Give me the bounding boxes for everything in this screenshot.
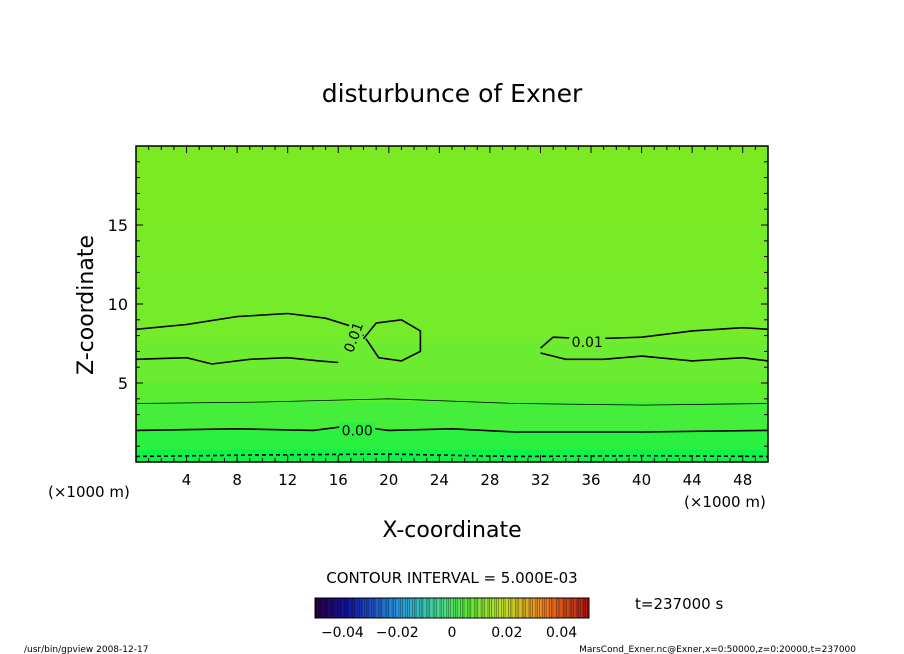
colorbar-tick-label-1: −0.02	[376, 625, 419, 641]
contour-label-1: 0.01	[572, 335, 603, 351]
contour-label-bg-1	[569, 333, 606, 350]
x-tick-label-24: 24	[430, 471, 449, 489]
contour-line-4	[540, 352, 769, 362]
x-tick-label-20: 20	[379, 471, 398, 489]
x-tick-label-48: 48	[733, 471, 752, 489]
contour-line-6	[135, 398, 769, 406]
x-unit-left: (×1000 m)	[48, 483, 130, 501]
x-unit-right: (×1000 m)	[684, 493, 766, 511]
x-tick-label-40: 40	[632, 471, 651, 489]
y-tick-label-10: 10	[108, 295, 128, 314]
footer-right: MarsCond_Exner.nc@Exner,x=0:50000,z=0:20…	[579, 645, 856, 654]
colorbar-tick-label-3: 0.02	[491, 625, 522, 641]
chart-title: disturbunce of Exner	[322, 79, 583, 108]
contour-line-7	[135, 453, 769, 458]
colorbar-tick-label-0: −0.04	[321, 625, 364, 641]
colorbar: −0.04 −0.02 0 0.02 0.04	[314, 597, 590, 641]
y-tick-label-5: 5	[118, 374, 128, 393]
y-tick-label-15: 15	[108, 216, 128, 235]
x-tick-label-8: 8	[232, 471, 242, 489]
footer-left: /usr/bin/gpview 2008-12-17	[24, 645, 148, 654]
x-tick-label-4: 4	[182, 471, 192, 489]
x-tick-label-16: 16	[329, 471, 348, 489]
contour-label-bg-2	[339, 422, 376, 439]
colorbar-frame	[314, 597, 590, 619]
time-label: t=237000 s	[635, 595, 723, 613]
x-tick-label-44: 44	[683, 471, 702, 489]
x-axis-label: X-coordinate	[382, 518, 521, 543]
x-tick-label-28: 28	[480, 471, 499, 489]
x-tick-label-36: 36	[581, 471, 600, 489]
x-tick-label-12: 12	[278, 471, 297, 489]
contour-line-5	[135, 424, 769, 433]
contour-label-2: 0.00	[342, 423, 373, 439]
contour-line-3	[539, 326, 769, 349]
x-tick-label-32: 32	[531, 471, 550, 489]
y-axis-label: Z-coordinate	[74, 235, 99, 375]
contour-label-bg-0	[339, 317, 368, 357]
contour-interval-label: CONTOUR INTERVAL = 5.000E-03	[326, 569, 577, 587]
contour-line-1	[135, 356, 339, 365]
colorbar-tick-label-4: 0.04	[546, 625, 577, 641]
colorbar-tick-label-2: 0	[448, 625, 457, 641]
contour-line-2	[362, 318, 422, 362]
